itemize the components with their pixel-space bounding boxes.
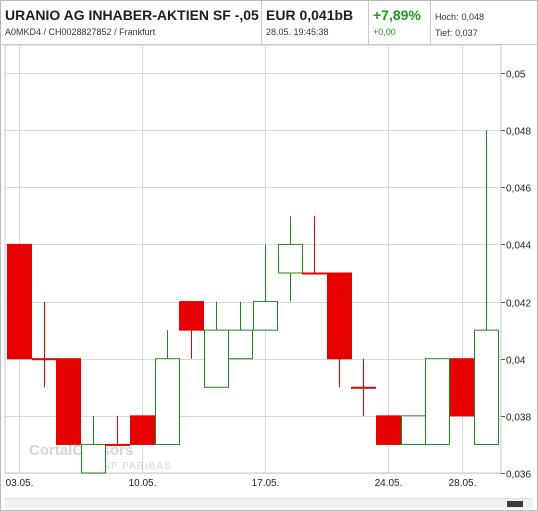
- change-cell: +7,89% +0,00: [369, 1, 431, 44]
- candle-body-down: [105, 443, 130, 446]
- scrollbar-thumb[interactable]: [507, 501, 523, 507]
- x-tick-label: 10.05.: [129, 478, 157, 489]
- price-cell: EUR 0,041bB 28.05. 19:45:38: [262, 1, 369, 44]
- high-label: Hoch:: [435, 12, 459, 22]
- candle-body-down: [450, 358, 475, 417]
- candle-body-up: [401, 415, 426, 445]
- candle-body-up: [474, 329, 499, 445]
- x-tick-label: 28.05.: [449, 478, 477, 489]
- change-absolute: +0,00: [373, 27, 396, 37]
- candlestick-chart: CortalConsors BNP PARIBAS 0,0360,0380,04…: [4, 44, 532, 490]
- x-tick-label: 03.05.: [6, 478, 34, 489]
- y-tick-label: 0,042: [506, 299, 531, 310]
- change-percent: +7,89%: [373, 7, 421, 23]
- grid: [4, 44, 502, 474]
- low-value: 0,037: [455, 28, 478, 38]
- candles: [7, 130, 499, 474]
- high-value: 0,048: [461, 12, 485, 22]
- candle-body-down: [302, 272, 327, 275]
- candle-body-down: [376, 415, 401, 445]
- x-tick-label: 24.05.: [375, 478, 403, 489]
- candle-body-down: [179, 301, 204, 331]
- high-stat: Hoch: 0,048: [435, 12, 484, 22]
- range-cell: Hoch: 0,048 Tief: 0,037: [431, 1, 537, 44]
- chart-area: CortalConsors BNP PARIBAS 0,0360,0380,04…: [1, 44, 537, 497]
- candle-body-down: [7, 243, 32, 360]
- y-tick-label: 0,04: [506, 356, 526, 367]
- y-tick-label: 0,046: [506, 184, 531, 195]
- candle-body-up: [425, 358, 450, 445]
- low-label: Tief:: [435, 28, 453, 38]
- axes: 0,036 0,038 0,04 0,042 0,044 0,046 0,048 0,05 03…: [6, 70, 532, 490]
- y-tick-label: 0,048: [506, 127, 531, 138]
- candle-body-up: [204, 329, 229, 388]
- x-tick-label: 17.05.: [252, 478, 280, 489]
- instrument-name: URANIO AG INHABER-AKTIEN SF -,05: [5, 7, 259, 23]
- y-tick-label: 0,036: [506, 470, 531, 481]
- instrument-cell: URANIO AG INHABER-AKTIEN SF -,05 A0MKD4 …: [1, 1, 262, 44]
- watermark-bank: BNP PARIBAS: [95, 461, 172, 472]
- y-tick-label: 0,038: [506, 413, 531, 424]
- low-stat: Tief: 0,037: [435, 28, 478, 38]
- candle-body-up: [228, 329, 253, 360]
- candle-body-up: [253, 301, 278, 331]
- candle-body-down: [327, 272, 352, 360]
- candle-body-down: [351, 386, 376, 389]
- chart-scrollbar[interactable]: [5, 498, 533, 509]
- price-value: EUR 0,041bB: [266, 7, 354, 23]
- candle-body-down: [56, 358, 81, 445]
- candle-body-down: [32, 358, 57, 361]
- price-datetime: 28.05. 19:45:38: [266, 27, 329, 37]
- y-tick-label: 0,05: [506, 70, 526, 81]
- candle-body-down: [130, 415, 155, 445]
- candle-body-up: [155, 358, 180, 445]
- quote-header: URANIO AG INHABER-AKTIEN SF -,05 A0MKD4 …: [1, 1, 537, 45]
- instrument-ids: A0MKD4 / CH0028827852 / Frankfurt: [5, 27, 156, 37]
- candle-body-up: [278, 243, 303, 274]
- candle-body-up: [81, 443, 106, 474]
- y-tick-label: 0,044: [506, 241, 531, 252]
